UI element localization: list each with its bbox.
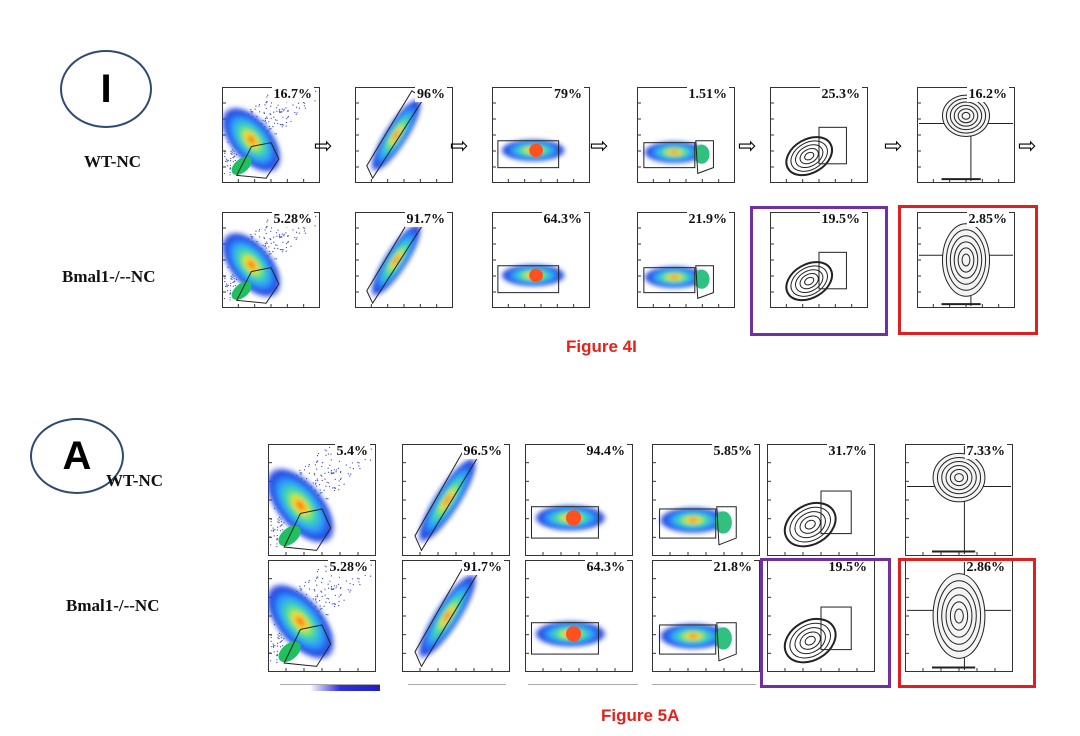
- figure-i-panel-r2-c5: 19.5%: [770, 212, 868, 308]
- gate-percentage: 5.4%: [334, 444, 370, 459]
- panel-strip-3: [528, 684, 638, 691]
- figure-caption-5a: Figure 5A: [601, 706, 680, 725]
- figure-i-panel-r2-c2: 91.7%: [355, 212, 453, 308]
- singlet-plot: [355, 212, 453, 308]
- figure-a-panel-r2-c3: 64.3%: [525, 560, 633, 672]
- singlet-plot: [402, 444, 510, 556]
- live-plot: [525, 560, 633, 672]
- figure-i-panel-r2-c3: 64.3%: [492, 212, 590, 308]
- marker-plot: [652, 444, 760, 556]
- singlet-plot: [402, 560, 510, 672]
- fsc-ssc-plot: [222, 87, 320, 183]
- panel-strip-2: [408, 684, 506, 691]
- gate-percentage: 79%: [552, 87, 584, 102]
- singlet-plot: [355, 87, 453, 183]
- gate-percentage: 31.7%: [826, 444, 869, 459]
- gate-percentage: 5.28%: [271, 212, 314, 227]
- fsc-ssc-plot: [268, 560, 376, 672]
- figure-i-panel-r2-c1: 5.28%: [222, 212, 320, 308]
- figure-a-panel-r1-c6: 7.33%: [905, 444, 1013, 556]
- gate-percentage: 1.51%: [686, 87, 729, 102]
- contour-plot: [770, 87, 868, 183]
- gate-percentage: 7.33%: [964, 444, 1007, 459]
- right-arrow-icon: ⇨: [884, 134, 903, 159]
- figure-i-panel-r1-c4: 1.51%: [637, 87, 735, 183]
- gate-percentage: 96.5%: [461, 444, 504, 459]
- right-arrow-icon: ⇨: [590, 134, 609, 159]
- gate-percentage: 16.7%: [271, 87, 314, 102]
- row-label-bmal1-i: Bmal1-/--NC: [62, 267, 156, 286]
- live-plot: [525, 444, 633, 556]
- gate-percentage: 64.3%: [541, 212, 584, 227]
- contour-plot: [767, 560, 875, 672]
- figure-a-panel-r2-c1: 5.28%: [268, 560, 376, 672]
- figure-a-panel-r2-c5: 19.5%: [767, 560, 875, 672]
- figure-i-panel-r1-c6: 16.2%: [917, 87, 1015, 183]
- right-arrow-icon: ⇨: [738, 134, 757, 159]
- fsc-ssc-plot: [222, 212, 320, 308]
- figure-i-panel-r2-c6: 2.85%: [917, 212, 1015, 308]
- quad-plot: [917, 87, 1015, 183]
- figure-badge-a: A: [30, 418, 124, 494]
- live-plot: [492, 212, 590, 308]
- gate-percentage: 94.4%: [584, 444, 627, 459]
- right-arrow-icon: ⇨: [1018, 134, 1037, 159]
- right-arrow-icon: ⇨: [450, 134, 469, 159]
- fsc-ssc-plot: [268, 444, 376, 556]
- gate-percentage: 5.85%: [711, 444, 754, 459]
- row-label-wt-nc-a: WT-NC: [106, 471, 163, 490]
- quad-plot: [917, 212, 1015, 308]
- figure-i-panel-r1-c2: 96%: [355, 87, 453, 183]
- figure-a-panel-r2-c4: 21.8%: [652, 560, 760, 672]
- figure-a-panel-r1-c1: 5.4%: [268, 444, 376, 556]
- gate-percentage: 21.9%: [686, 212, 729, 227]
- gate-percentage: 21.8%: [711, 560, 754, 575]
- figure-i-panel-r1-c1: 16.7%: [222, 87, 320, 183]
- figure-a-panel-r2-c2: 91.7%: [402, 560, 510, 672]
- contour-plot: [767, 444, 875, 556]
- gate-percentage: 16.2%: [966, 87, 1009, 102]
- quad-plot: [905, 444, 1013, 556]
- gate-percentage: 64.3%: [584, 560, 627, 575]
- figure-i-panel-r2-c4: 21.9%: [637, 212, 735, 308]
- figure-a-panel-r1-c4: 5.85%: [652, 444, 760, 556]
- marker-plot: [652, 560, 760, 672]
- figure-badge-i: I: [60, 50, 152, 128]
- gate-percentage: 19.5%: [826, 560, 869, 575]
- marker-plot: [637, 87, 735, 183]
- right-arrow-icon: ⇨: [314, 134, 333, 159]
- figure-a-panel-r1-c2: 96.5%: [402, 444, 510, 556]
- row-label-wt-nc-i: WT-NC: [84, 152, 141, 171]
- figure-a-panel-r1-c5: 31.7%: [767, 444, 875, 556]
- row-label-bmal1-a: Bmal1-/--NC: [66, 596, 160, 615]
- marker-plot: [637, 212, 735, 308]
- figure-a-panel-r2-c6: 2.86%: [905, 560, 1013, 672]
- contour-plot: [770, 212, 868, 308]
- figure-caption-4i: Figure 4I: [566, 337, 637, 356]
- gate-percentage: 5.28%: [327, 560, 370, 575]
- gate-percentage: 96%: [415, 87, 447, 102]
- figure-i-panel-r1-c5: 25.3%: [770, 87, 868, 183]
- panel-strip-4: [652, 684, 756, 691]
- figure-a-panel-r1-c3: 94.4%: [525, 444, 633, 556]
- figure-i-panel-r1-c3: 79%: [492, 87, 590, 183]
- panel-strip-1: [280, 684, 380, 691]
- gate-percentage: 2.85%: [966, 212, 1009, 227]
- gate-percentage: 19.5%: [819, 212, 862, 227]
- gate-percentage: 91.7%: [461, 560, 504, 575]
- live-plot: [492, 87, 590, 183]
- quad-plot: [905, 560, 1013, 672]
- gate-percentage: 91.7%: [404, 212, 447, 227]
- gate-percentage: 25.3%: [819, 87, 862, 102]
- gate-percentage: 2.86%: [964, 560, 1007, 575]
